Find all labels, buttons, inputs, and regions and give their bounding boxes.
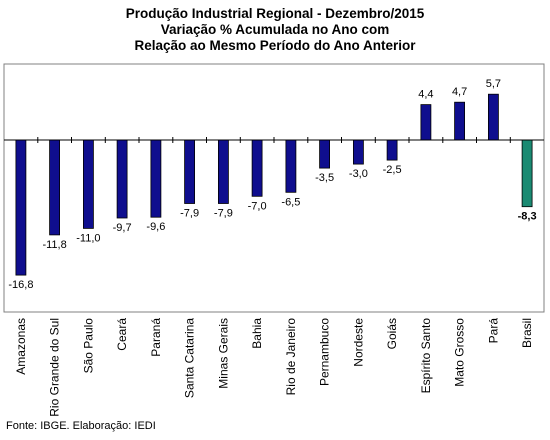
category-label-santa-catarina: Santa Catarina — [183, 318, 197, 398]
chart-title: Produção Industrial Regional - Dezembro/… — [0, 6, 550, 54]
chart-title-line-2: Variação % Acumulada no Ano com — [160, 22, 390, 37]
category-label-mato-grosso: Mato Grosso — [453, 318, 467, 387]
bar-rio-grande-do-sul — [49, 139, 60, 236]
category-label-sao-paulo: São Paulo — [81, 318, 95, 374]
source-note: Fonte: IBGE. Elaboração: IEDI — [6, 420, 156, 432]
category-label-rio-de-janeiro: Rio de Janeiro — [284, 318, 298, 396]
value-labels: -16,8 -11,8 -11,0 -9,7 -9,6 -7,9 -7,9 -7,0 -6,5 -… — [8, 78, 536, 291]
category-label-nordeste: Nordeste — [351, 318, 365, 367]
category-label-goias: Goiás — [385, 318, 399, 349]
category-label-pernambuco: Pernambuco — [318, 318, 332, 386]
bar-rio-de-janeiro — [285, 139, 297, 193]
value-label-santa-catarina: -7,9 — [180, 208, 199, 220]
category-label-para: Pará — [486, 318, 500, 344]
value-label-brasil: -8,3 — [518, 211, 537, 223]
bar-pernambuco — [319, 139, 331, 169]
value-label-mato-grosso: 4,7 — [452, 86, 467, 98]
category-label-espirito-santo: Espírito Santo — [419, 318, 433, 394]
bar-minas-gerais — [217, 139, 229, 204]
value-label-espirito-santo: 4,4 — [418, 89, 433, 101]
bar-santa-catarina — [184, 139, 196, 204]
value-label-sao-paulo: -11,0 — [76, 232, 100, 244]
chart-title-line-3: Relação ao Mesmo Período do Ano Anterior — [134, 38, 416, 53]
bar-bahia — [251, 139, 263, 197]
bar-para — [487, 93, 499, 141]
value-label-para: 5,7 — [486, 78, 501, 90]
bar-ceara — [116, 139, 128, 219]
value-label-rio-grande-do-sul: -11,8 — [42, 239, 66, 251]
bar-parana — [150, 139, 162, 218]
bar-goias — [386, 139, 398, 161]
bar-amazonas — [15, 139, 27, 276]
category-label-amazonas: Amazonas — [14, 318, 28, 375]
bar-brasil — [521, 139, 533, 208]
value-label-parana: -9,6 — [146, 221, 165, 233]
value-label-rio-de-janeiro: -6,5 — [281, 196, 300, 208]
category-label-bahia: Bahia — [250, 318, 264, 349]
bar-mato-grosso — [454, 101, 466, 141]
value-label-goias: -2,5 — [383, 164, 402, 176]
value-label-ceara: -9,7 — [113, 222, 132, 234]
value-label-bahia: -7,0 — [248, 200, 267, 212]
value-label-minas-gerais: -7,9 — [214, 208, 233, 220]
value-label-amazonas: -16,8 — [8, 279, 33, 291]
chart-title-line-1: Produção Industrial Regional - Dezembro/… — [125, 6, 425, 21]
plot-area-border — [3, 63, 545, 313]
value-label-pernambuco: -3,5 — [315, 172, 334, 184]
bar-nordeste — [352, 139, 364, 165]
category-label-brasil: Brasil — [520, 318, 534, 348]
category-label-rio-grande-do-sul: Rio Grande do Sul — [48, 318, 62, 417]
axis-ticks — [37, 137, 511, 143]
bar-espirito-santo — [420, 104, 432, 141]
category-label-parana: Paraná — [149, 318, 163, 357]
bars-group — [15, 93, 533, 276]
value-label-nordeste: -3,0 — [349, 168, 368, 180]
category-label-minas-gerais: Minas Gerais — [216, 318, 230, 389]
category-labels: Amazonas Rio Grande do Sul São Paulo Ceará P… — [14, 318, 534, 417]
bar-sao-paulo — [83, 139, 94, 229]
category-label-ceara: Ceará — [115, 318, 129, 351]
